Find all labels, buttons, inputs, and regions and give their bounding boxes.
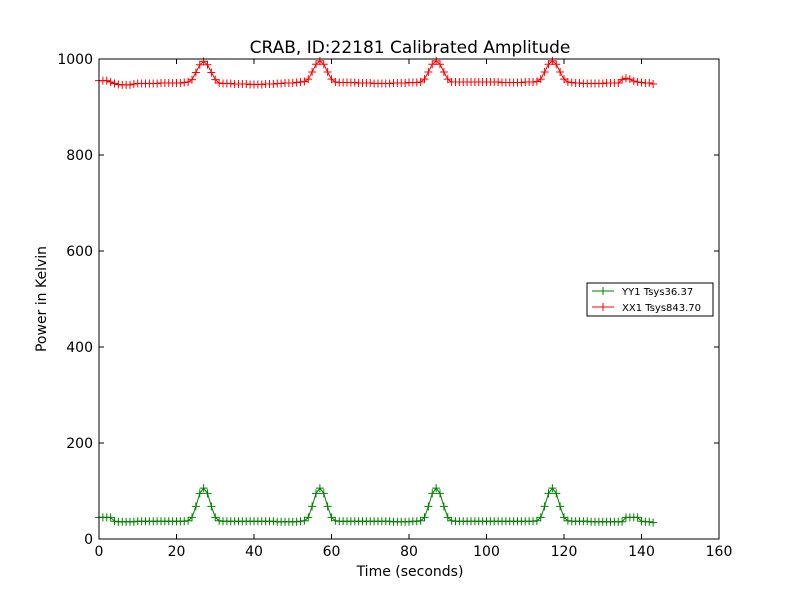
series-0-point-57 <box>315 484 324 493</box>
series-0-point-83 <box>416 516 425 525</box>
series-1-point-56 <box>312 60 320 69</box>
series-0-point-84 <box>420 513 429 522</box>
series-1-point-134 <box>614 79 623 87</box>
series-1-point-29 <box>207 68 216 77</box>
series-0-point-89 <box>439 502 448 511</box>
series-1-point-25 <box>191 68 200 77</box>
series-0-point-56 <box>312 489 320 498</box>
series-0-point-27 <box>199 484 208 493</box>
y-axis-label: Power in Kelvin <box>34 246 50 352</box>
legend-box <box>586 282 714 317</box>
y-tick-label-0: 0 <box>84 532 93 548</box>
series-0-point-87 <box>432 484 441 493</box>
legend-marker-1 <box>599 303 607 311</box>
series-1-point-59 <box>323 67 332 76</box>
series-1-point-24 <box>188 75 196 84</box>
series-0-point-26 <box>195 489 204 498</box>
x-axis-label: Time (seconds) <box>356 564 464 580</box>
series-1-point-135 <box>618 75 627 84</box>
series-1-point-142 <box>645 79 654 87</box>
series-0-point-120 <box>560 513 568 522</box>
x-tick-label-5: 100 <box>473 544 500 560</box>
x-tick-label-7: 140 <box>628 544 655 560</box>
series-0 <box>95 484 658 527</box>
series-0-point-119 <box>556 502 565 511</box>
series-0-point-135 <box>618 517 627 526</box>
legend-label-0: YY1 Tsys36.37 <box>621 287 693 298</box>
series-1-point-30 <box>211 75 220 84</box>
series-1-point-89 <box>439 67 448 76</box>
series-0-point-60 <box>327 513 336 522</box>
x-tick-label-2: 40 <box>245 544 263 560</box>
series-0-point-85 <box>424 502 433 511</box>
series-0-point-59 <box>323 502 332 511</box>
series-0-point-139 <box>633 513 642 522</box>
series-1-point-116 <box>544 60 553 69</box>
x-tick-label-3: 60 <box>323 544 341 560</box>
series-0-point-3 <box>106 513 115 522</box>
series-0-point-30 <box>211 513 220 522</box>
series-1-point-58 <box>319 60 328 69</box>
legend-label-1: XX1 Tsys843.70 <box>622 303 701 314</box>
series-1-point-88 <box>436 60 444 69</box>
x-tick-label-0: 0 <box>95 544 104 560</box>
series-0-point-113 <box>532 516 541 525</box>
chart-title: CRAB, ID:22181 Calibrated Amplitude <box>250 38 571 58</box>
x-tick-label-8: 160 <box>706 544 733 560</box>
series-1-point-57 <box>315 56 324 65</box>
series-1-point-28 <box>203 60 212 69</box>
series-1-point-85 <box>424 67 433 76</box>
series-1-point-115 <box>540 67 549 76</box>
x-tick-label-6: 120 <box>551 544 578 560</box>
series-1-point-119 <box>556 67 565 76</box>
y-tick-label-4: 800 <box>66 148 93 164</box>
series-0-point-115 <box>540 502 549 511</box>
series-1-point-138 <box>629 77 638 86</box>
x-tick-label-1: 20 <box>168 544 186 560</box>
series-0-point-116 <box>544 489 553 498</box>
y-tick-label-3: 600 <box>66 244 93 260</box>
series-1-point-55 <box>308 67 317 76</box>
series-0-point-28 <box>203 489 212 498</box>
y-tick-label-2: 400 <box>66 340 93 356</box>
series-1-point-3 <box>106 78 115 87</box>
series-0-point-58 <box>319 489 328 498</box>
series-0-point-55 <box>308 502 317 511</box>
series-0-point-24 <box>188 513 196 522</box>
series-1-point-4 <box>110 79 119 88</box>
series-1-point-143 <box>649 79 658 88</box>
series-1-point-54 <box>304 75 313 84</box>
series-1-point-26 <box>195 60 204 69</box>
series-0-point-117 <box>548 484 557 493</box>
series-1-point-136 <box>622 74 630 83</box>
x-tick-label-4: 80 <box>400 544 418 560</box>
series-1-point-2 <box>102 76 111 85</box>
series-0-point-90 <box>443 513 452 522</box>
series-0-point-54 <box>304 513 313 522</box>
series-0-point-142 <box>645 517 654 526</box>
series-1 <box>95 56 658 89</box>
series-1-point-8 <box>126 80 134 89</box>
legend: YY1 Tsys36.37 XX1 Tsys843.70 <box>586 282 714 317</box>
legend-marker-0 <box>599 287 607 295</box>
series-0-point-29 <box>207 502 216 511</box>
series-1-point-86 <box>428 60 437 69</box>
y-tick-label-1: 200 <box>66 436 93 452</box>
series-0-point-118 <box>552 489 561 498</box>
series-0-point-143 <box>649 518 658 527</box>
y-tick-label-5: 1000 <box>57 52 93 68</box>
series-1-point-117 <box>548 56 557 65</box>
series-1-point-118 <box>552 60 561 69</box>
series-0-point-114 <box>536 513 545 522</box>
series-1-point-84 <box>420 75 429 84</box>
series-0-point-25 <box>191 502 200 511</box>
series-0-point-53 <box>300 516 309 525</box>
series-1-point-114 <box>536 75 545 84</box>
series-0-point-23 <box>184 516 193 525</box>
series-0-point-86 <box>428 489 437 498</box>
series-0-point-88 <box>436 489 444 498</box>
series-1-point-137 <box>625 75 634 84</box>
series-1-point-87 <box>432 56 441 65</box>
